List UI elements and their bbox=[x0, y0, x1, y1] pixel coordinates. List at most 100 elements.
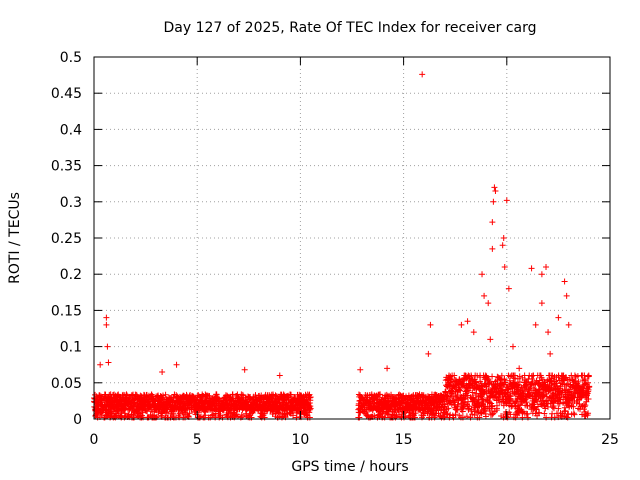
roti-point bbox=[466, 403, 473, 410]
y-tick-label: 0.3 bbox=[60, 195, 82, 211]
y-tick-label: 0.45 bbox=[51, 86, 82, 102]
roti-point bbox=[306, 414, 313, 421]
roti-point bbox=[565, 410, 572, 417]
roti-point bbox=[490, 198, 497, 205]
roti-point bbox=[482, 413, 489, 420]
roti-point bbox=[443, 392, 450, 399]
roti-point bbox=[564, 414, 571, 421]
roti-point bbox=[384, 365, 391, 372]
roti-point bbox=[487, 336, 494, 343]
roti-point bbox=[547, 350, 554, 357]
roti-point bbox=[425, 350, 432, 357]
roti-point bbox=[528, 265, 535, 272]
x-tick-label: 25 bbox=[601, 432, 619, 448]
roti-point bbox=[381, 414, 388, 421]
roti-point bbox=[463, 413, 470, 420]
roti-point bbox=[585, 379, 592, 386]
roti-point bbox=[104, 343, 111, 350]
roti-point bbox=[509, 343, 516, 350]
roti-point bbox=[543, 414, 550, 421]
roti-point bbox=[533, 406, 540, 413]
roti-point bbox=[105, 359, 112, 366]
roti-point bbox=[445, 405, 452, 412]
roti-point bbox=[543, 263, 550, 270]
roti-point bbox=[555, 374, 562, 381]
roti-point bbox=[467, 414, 474, 421]
roti-point bbox=[561, 278, 568, 285]
roti-point bbox=[441, 401, 448, 408]
roti-point bbox=[290, 412, 297, 419]
roti-point bbox=[555, 405, 562, 412]
roti-point bbox=[182, 414, 189, 421]
roti-point bbox=[498, 372, 505, 379]
roti-point bbox=[444, 410, 451, 417]
roti-point bbox=[464, 388, 471, 395]
roti-point bbox=[469, 389, 476, 396]
roti-point bbox=[162, 391, 169, 398]
roti-point bbox=[562, 407, 569, 414]
x-axis-title: GPS time / hours bbox=[291, 459, 408, 475]
roti-point bbox=[507, 411, 514, 418]
roti-point bbox=[441, 414, 448, 421]
roti-point bbox=[567, 388, 574, 395]
roti-point bbox=[492, 187, 499, 194]
roti-point bbox=[526, 385, 533, 392]
roti-point bbox=[536, 409, 543, 416]
roti-point bbox=[489, 219, 496, 226]
y-tick-label: 0.2 bbox=[60, 267, 82, 283]
roti-point bbox=[570, 403, 577, 410]
roti-point bbox=[575, 378, 582, 385]
roti-point bbox=[202, 412, 209, 419]
roti-point bbox=[144, 408, 151, 415]
roti-point bbox=[489, 245, 496, 252]
roti-point bbox=[561, 404, 568, 411]
ticks-layer bbox=[93, 56, 611, 420]
roti-point bbox=[468, 373, 475, 380]
roti-point bbox=[444, 393, 451, 400]
roti-point bbox=[185, 412, 192, 419]
roti-point bbox=[574, 373, 581, 380]
roti-point bbox=[476, 414, 483, 421]
roti-point bbox=[103, 321, 110, 328]
roti-point bbox=[503, 197, 510, 204]
roti-point bbox=[427, 321, 434, 328]
roti-point bbox=[582, 380, 589, 387]
roti-point bbox=[532, 321, 539, 328]
roti-point bbox=[545, 329, 552, 336]
roti-point bbox=[585, 386, 592, 393]
roti-point bbox=[585, 373, 592, 380]
roti-point bbox=[451, 372, 458, 379]
roti-point bbox=[446, 372, 453, 379]
roti-point bbox=[459, 414, 466, 421]
roti-point bbox=[303, 411, 310, 418]
roti-point bbox=[541, 410, 548, 417]
roti-point bbox=[571, 411, 578, 418]
roti-point bbox=[505, 285, 512, 292]
y-tick-label: 0.35 bbox=[51, 159, 82, 175]
x-tick-label: 0 bbox=[90, 432, 99, 448]
roti-point bbox=[123, 391, 130, 398]
roti-point bbox=[482, 403, 489, 410]
y-tick-label: 0 bbox=[73, 412, 82, 428]
roti-point bbox=[489, 411, 496, 418]
grid-layer bbox=[94, 57, 610, 419]
points-layer bbox=[91, 71, 593, 421]
roti-point bbox=[507, 393, 514, 400]
roti-point bbox=[241, 366, 248, 373]
roti-point bbox=[163, 410, 170, 417]
roti-point bbox=[470, 329, 477, 336]
roti-point bbox=[288, 391, 295, 398]
roti-point bbox=[464, 318, 471, 325]
roti-point bbox=[491, 184, 498, 191]
roti-point bbox=[566, 388, 573, 395]
roti-point bbox=[499, 242, 506, 249]
roti-point bbox=[450, 414, 457, 421]
roti-point bbox=[585, 396, 592, 403]
roti-point bbox=[393, 413, 400, 420]
roti-point bbox=[486, 399, 493, 406]
roti-point bbox=[169, 398, 176, 405]
roti-point bbox=[502, 379, 509, 386]
roti-point bbox=[103, 314, 110, 321]
roti-point bbox=[581, 406, 588, 413]
